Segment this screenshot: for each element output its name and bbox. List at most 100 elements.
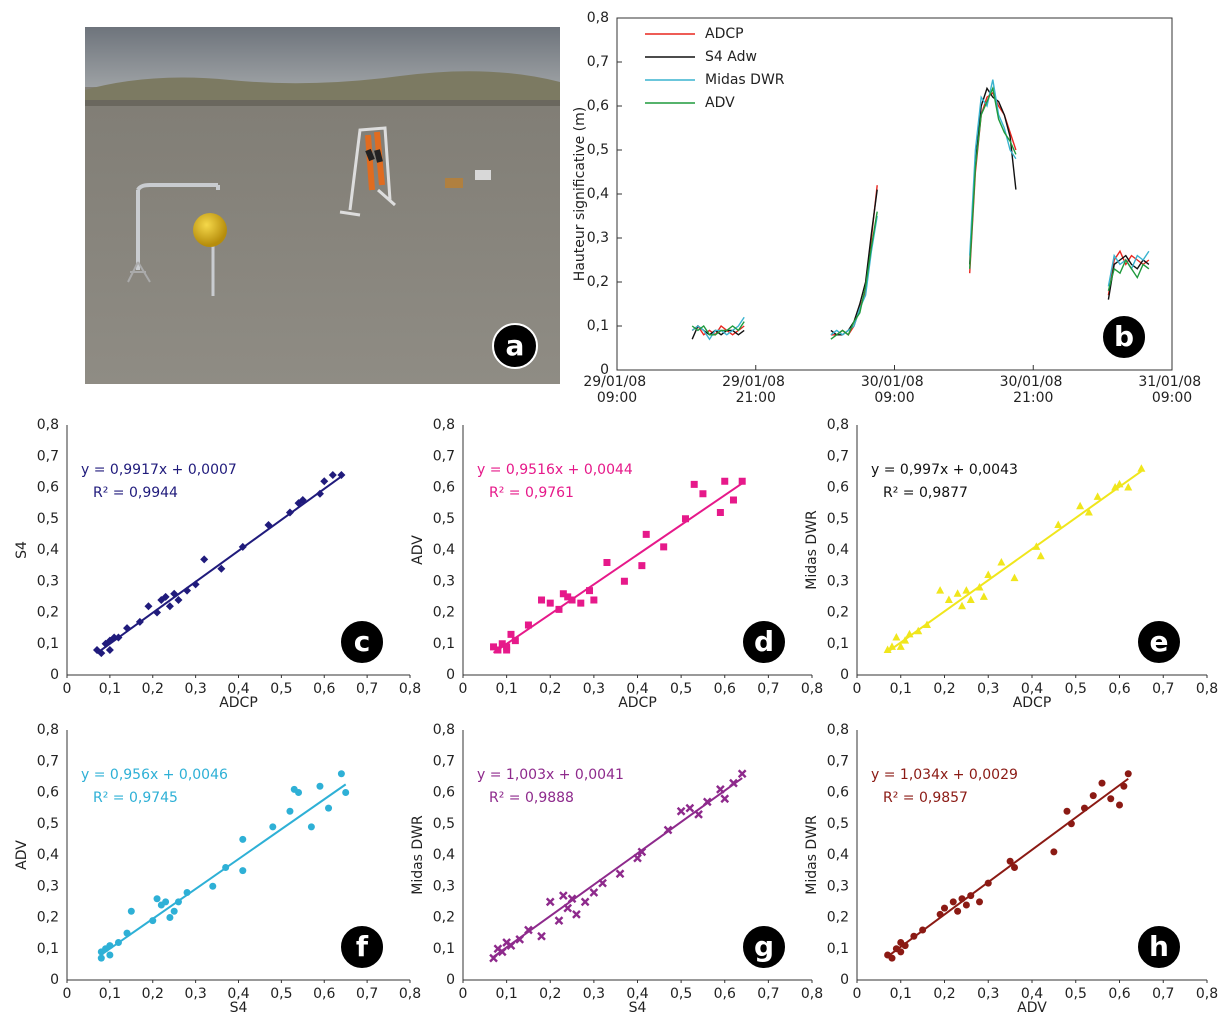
point xyxy=(923,620,931,628)
point xyxy=(1120,782,1128,790)
point xyxy=(97,954,105,962)
point xyxy=(127,907,135,915)
y-axis-title: S4 xyxy=(14,541,30,559)
y-axis-title: Midas DWR xyxy=(804,510,820,590)
r-squared: R² = 0,9888 xyxy=(489,790,574,806)
r-squared: R² = 0,9745 xyxy=(93,790,178,806)
point xyxy=(699,490,707,498)
y-tick-label: 0,3 xyxy=(37,573,59,589)
y-tick-label: 0,5 xyxy=(37,511,59,527)
x-tick-label: 31/01/08 09:00 xyxy=(1138,374,1205,406)
x-tick-label: 0,2 xyxy=(142,986,164,1002)
point xyxy=(737,769,747,779)
x-axis-title: ADV xyxy=(1017,1000,1047,1016)
x-axis-title: S4 xyxy=(230,1000,248,1016)
point xyxy=(660,543,668,551)
y-tick-label: 0,5 xyxy=(827,816,849,832)
point xyxy=(901,636,910,644)
point xyxy=(524,621,532,629)
y-tick-label: 0,8 xyxy=(37,417,59,433)
point xyxy=(183,586,192,595)
y-tick-label: 0,2 xyxy=(827,910,849,926)
point xyxy=(967,892,975,900)
point xyxy=(1054,520,1063,528)
y-tick-label: 0,3 xyxy=(37,878,59,894)
r-squared: R² = 0,9761 xyxy=(489,485,574,501)
y-tick-label: 0,4 xyxy=(827,847,849,863)
x-tick-label: 0,4 xyxy=(626,681,648,697)
y-tick-label: 0,2 xyxy=(433,910,455,926)
point xyxy=(1032,542,1041,550)
r-squared: R² = 0,9857 xyxy=(883,790,968,806)
x-tick-label: 0,7 xyxy=(356,681,378,697)
panel-label: c xyxy=(354,625,371,658)
point xyxy=(135,617,144,626)
point xyxy=(494,646,502,654)
point xyxy=(663,825,673,835)
x-tick-label: 0,1 xyxy=(99,681,121,697)
x-tick-label: 0 xyxy=(459,986,468,1002)
point xyxy=(901,942,909,950)
point xyxy=(962,586,971,594)
regression-line xyxy=(96,475,342,654)
point xyxy=(498,640,506,648)
x-tick-label: 0,8 xyxy=(801,986,823,1002)
point xyxy=(555,605,563,613)
point xyxy=(598,878,607,888)
point xyxy=(315,489,324,498)
point xyxy=(962,901,970,909)
point xyxy=(110,633,119,642)
point xyxy=(984,879,992,887)
point xyxy=(958,601,966,610)
regression-line xyxy=(887,470,1142,653)
y-tick-label: 0,3 xyxy=(433,878,455,894)
point xyxy=(328,471,337,479)
point xyxy=(295,789,303,796)
x-tick-label: 0,7 xyxy=(757,986,779,1002)
point xyxy=(702,797,712,807)
point xyxy=(615,869,625,879)
point xyxy=(106,942,114,950)
x-tick-label: 0 xyxy=(853,681,862,697)
point xyxy=(149,917,157,925)
y-tick-label: 0,6 xyxy=(37,480,59,496)
point xyxy=(637,847,647,857)
x-tick-label: 0,6 xyxy=(313,986,335,1002)
point xyxy=(979,592,988,600)
y-tick-label: 0,7 xyxy=(37,448,59,464)
point xyxy=(949,898,957,906)
point xyxy=(153,608,162,617)
point xyxy=(114,939,122,946)
x-tick-label: 0,7 xyxy=(356,986,378,1002)
point xyxy=(546,599,554,607)
panel-label-badge xyxy=(1136,619,1182,665)
point xyxy=(1093,492,1102,500)
y-tick-label: 0,2 xyxy=(37,910,59,926)
point xyxy=(944,595,953,603)
y-tick-label: 0,5 xyxy=(37,816,59,832)
panel-label-badge xyxy=(1136,924,1182,970)
point xyxy=(1084,508,1093,516)
y-tick-label: 0,3 xyxy=(587,230,609,246)
x-tick-label: 0,1 xyxy=(99,986,121,1002)
point xyxy=(217,564,226,573)
panel-label-badge xyxy=(339,924,385,970)
point xyxy=(162,898,170,906)
panel-label: e xyxy=(1150,625,1169,658)
x-tick-label: 0 xyxy=(459,681,468,697)
y-tick-label: 0,2 xyxy=(37,605,59,621)
x-axis-title: ADCP xyxy=(219,695,258,711)
y-tick-label: 0,7 xyxy=(587,54,609,70)
point xyxy=(325,804,333,812)
equation: y = 1,003x + 0,0041 xyxy=(477,767,624,783)
point xyxy=(1111,483,1120,491)
x-tick-label: 0,8 xyxy=(1196,986,1218,1002)
point xyxy=(620,577,628,585)
y-tick-label: 0,3 xyxy=(827,573,849,589)
x-tick-label: 0,3 xyxy=(977,986,999,1002)
point xyxy=(264,521,273,529)
y-tick-label: 0,5 xyxy=(827,511,849,527)
x-tick-label: 0,2 xyxy=(142,681,164,697)
point xyxy=(316,782,324,790)
point xyxy=(563,903,573,913)
